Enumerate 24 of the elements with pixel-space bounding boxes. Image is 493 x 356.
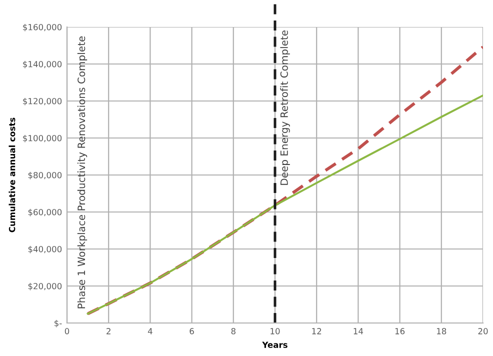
y-tick-label: $60,000 [28, 208, 62, 216]
y-tick-label: $140,000 [23, 60, 62, 68]
x-tick-label: 12 [312, 328, 322, 334]
x-tick-label: 14 [354, 328, 364, 334]
ref-line-label: Deep Energy Retrofit Complete [280, 30, 290, 185]
x-tick-label: 18 [437, 328, 446, 334]
y-tick-label: $100,000 [23, 134, 62, 142]
y-tick-label: $160,000 [23, 24, 62, 32]
y-tick-label: $20,000 [28, 282, 62, 290]
y-tick-label: $120,000 [23, 98, 62, 106]
x-tick-label: 20 [478, 328, 488, 334]
x-tick-label: 4 [148, 328, 152, 334]
y-tick-label: $40,000 [28, 246, 62, 254]
y-tick-label: $80,000 [28, 172, 62, 180]
y-axis-title: Cumulative annual costs [8, 118, 16, 232]
x-tick-label: 10 [270, 328, 280, 334]
x-axis-title: Years [262, 342, 288, 348]
x-tick-label: 0 [64, 328, 70, 334]
annotation: Phase 1 Workplace Productivity Renovations Complete [77, 36, 88, 308]
x-tick-label: 16 [395, 328, 405, 334]
x-tick-label: 8 [231, 328, 236, 334]
x-tick-label: 6 [190, 328, 194, 334]
x-tick-label: 2 [106, 328, 110, 334]
y-tick-label: $- [54, 320, 62, 328]
